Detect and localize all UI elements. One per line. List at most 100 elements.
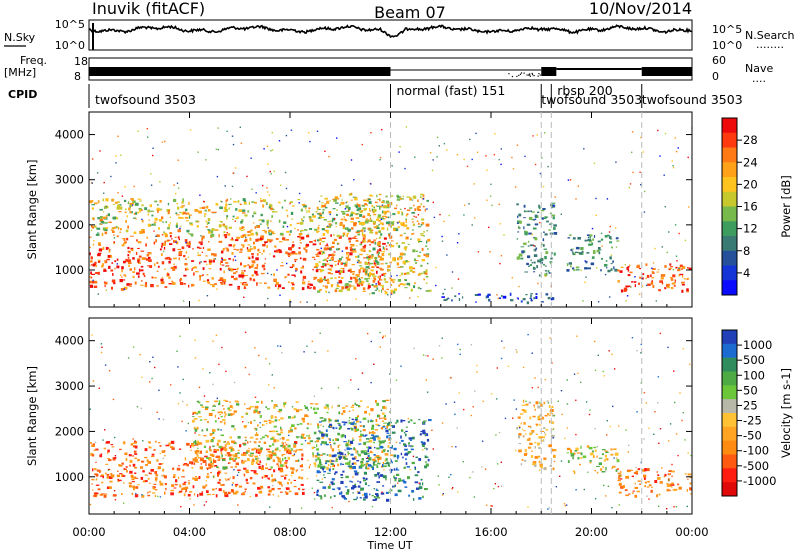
rti-cell (265, 467, 269, 470)
rti-cell (262, 244, 266, 247)
rti-cell (309, 241, 313, 243)
rti-cell (92, 217, 95, 220)
rti-cell (674, 279, 676, 283)
rti-cell (298, 192, 301, 195)
rti-cell (555, 486, 558, 488)
rti-cell (240, 142, 243, 144)
rti-cell (179, 211, 182, 214)
rti-cell (177, 206, 180, 210)
rti-cell (184, 216, 189, 219)
rti-cell (352, 492, 354, 494)
rti-cell (236, 216, 239, 219)
rti-cell (244, 453, 247, 456)
noise-strip-frame (88, 19, 693, 51)
rti-cell (379, 275, 382, 278)
rti-cell (176, 202, 179, 205)
rti-cell (102, 227, 106, 231)
rti-cell (633, 281, 637, 283)
rti-cell (315, 475, 318, 477)
rti-cell (196, 454, 199, 457)
rti-cell (414, 156, 416, 158)
rti-cell (236, 474, 239, 476)
rti-cell (129, 204, 131, 208)
rti-cell (379, 284, 383, 286)
rti-cell (303, 216, 305, 219)
rti-cell (489, 251, 491, 253)
rti-cell (336, 209, 338, 211)
rti-cell (206, 467, 209, 469)
rti-cell (258, 251, 261, 253)
rti-cell (603, 459, 606, 462)
rti-cell (568, 262, 572, 265)
rti-cell (156, 234, 160, 237)
rti-cell (363, 479, 366, 482)
rti-cell (272, 459, 275, 462)
rti-cell (179, 485, 182, 488)
rti-cell (206, 205, 209, 209)
rti-cell (265, 406, 268, 408)
rti-cell (221, 459, 226, 461)
rti-cell (566, 447, 571, 451)
rti-cell (526, 223, 531, 226)
rti-cell (285, 443, 288, 446)
rti-cell (388, 428, 391, 430)
rti-cell (327, 472, 331, 474)
nave-dot (519, 73, 522, 75)
rti-cell (354, 456, 357, 460)
rti-cell (205, 480, 207, 482)
rti-cell (566, 427, 569, 429)
rti-cell (405, 430, 408, 432)
rti-cell (154, 477, 158, 481)
rti-cell (279, 184, 282, 186)
rti-cell (317, 208, 319, 211)
rti-cell (381, 285, 384, 288)
rti-cell (366, 467, 370, 470)
rti-cell (320, 247, 322, 249)
rti-cell (213, 458, 215, 462)
nave-dot (539, 74, 541, 76)
rti-cell (223, 283, 226, 285)
rti-cell (316, 479, 320, 482)
rti-cell (188, 482, 191, 485)
rti-cell (260, 200, 263, 202)
rti-cell (230, 405, 233, 408)
rti-cell (336, 213, 338, 217)
rti-cell (173, 257, 177, 260)
rti-cell (196, 440, 199, 444)
nave-dot (533, 74, 535, 77)
rti-cell (220, 411, 222, 413)
rti-cell (349, 284, 352, 287)
rti-cell (134, 440, 137, 443)
rti-cell (317, 453, 321, 456)
rti-cell (350, 217, 354, 220)
rti-cell (403, 272, 407, 275)
rti-cell (205, 501, 207, 503)
rti-cell (299, 239, 301, 241)
rti-cell (289, 266, 293, 268)
rti-cell (530, 427, 532, 429)
rti-cell (411, 490, 415, 493)
rti-cell (388, 491, 390, 494)
rti-cell (641, 277, 643, 280)
rti-cell (307, 442, 311, 445)
rti-cell (195, 413, 199, 415)
rti-cell (378, 224, 380, 226)
rti-cell (420, 196, 422, 198)
rti-cell (687, 478, 689, 480)
rti-cell (95, 233, 100, 236)
rti-cell (666, 283, 670, 286)
rti-cell (357, 415, 359, 418)
rti-cell (412, 232, 415, 235)
rti-cell (271, 399, 273, 402)
rti-cell (256, 263, 259, 267)
rti-cell (531, 450, 533, 452)
rti-cell (289, 224, 292, 227)
rti-cell (211, 228, 215, 231)
rti-cell (198, 241, 202, 244)
rti-cell (592, 238, 594, 241)
rti-cell (240, 229, 244, 231)
rti-cell (320, 195, 323, 197)
rti-cell (416, 487, 420, 490)
rti-cell (137, 247, 140, 249)
rti-cell (349, 215, 351, 217)
